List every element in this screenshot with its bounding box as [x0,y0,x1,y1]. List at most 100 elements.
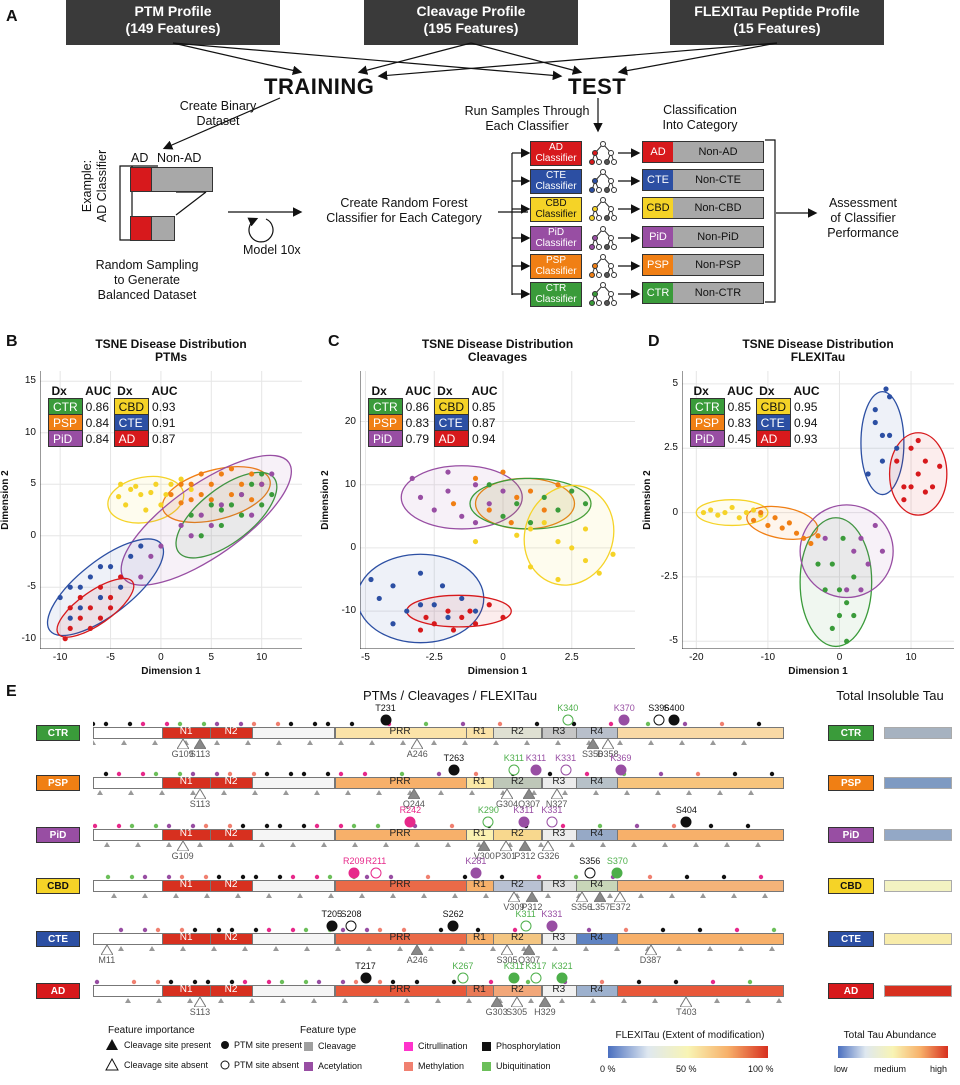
ptm-dot [353,979,359,985]
result-category: CTE [643,170,673,190]
ptm-dot [290,927,296,933]
point-cte [376,595,382,602]
ptm-dot [116,823,122,829]
y-tick-label: 0 [350,541,356,553]
point-cte [368,576,374,583]
ptm-site-circle-icon [546,816,558,828]
auc-header: Dx [371,383,387,398]
cleavage-site-icon [193,997,206,1007]
ptm-site-label: T205 [321,909,342,919]
cleavage-triangle [624,790,630,795]
point-ad [915,437,921,444]
ptm-dot [203,874,209,880]
total-row-label-psp: PSP [828,775,874,791]
point-psp [541,507,547,513]
ptm-site-label: K311 [513,805,534,815]
ellipse-ad [56,577,135,638]
cleavage-site-icon [594,892,607,902]
cleavage-site-label: D358 [596,749,619,759]
auc-value-cell: 0.86 [85,399,110,414]
domain-label-r1: R1 [472,828,486,839]
cleavage-triangle [187,998,193,1003]
point-pid [472,520,479,526]
binary-ad-block-2 [130,216,152,241]
ptm-site-label: R211 [365,856,387,866]
run-samples-text: Run Samples Through Each Classifier [464,104,590,133]
point-pid [858,587,864,593]
ptm-site-label: K331 [555,753,577,763]
ptm-dot [240,874,246,880]
ellipse-cbd [695,499,769,527]
cleavage-triangle [679,740,685,745]
point-ad [450,627,457,633]
point-cte [417,570,424,576]
cleavage-site-icon [550,789,563,799]
point-pid [238,491,245,498]
cleavage-triangle [662,842,668,847]
type-label: Acetylation [318,1061,363,1071]
ptm-dot [266,979,272,985]
ptm-dot [129,874,135,880]
ptm-dot [745,823,751,829]
domain-label-n1: N1 [179,726,193,737]
cleavage-triangle [528,998,534,1003]
ptm-site-label: K311 [503,961,525,971]
panel-e-title: PTMs / Cleavages / FLEXITau [362,688,538,703]
point-ad [922,458,928,464]
auc-dx-cell: CTE [755,414,792,431]
classification-result-psp: PSP Non-PSP [642,254,764,276]
cleavage-site-icon [523,945,536,955]
ptm-site-circle-icon [668,714,680,726]
ptm-dot [166,823,172,829]
cleavage-site-label: Q307 [518,955,541,965]
domain-label-prr: PRR [389,776,411,787]
point-psp [772,515,778,521]
domain-label-prr: PRR [389,879,411,890]
point-cbd [569,545,575,551]
cleavage-site-label: G326 [537,851,560,861]
auc-value-cell: 0.86 [405,399,430,414]
domain-label-r3: R3 [552,828,566,839]
ptm-dot [645,721,651,727]
domain-label-r3: R3 [552,726,566,737]
ptm-dot [695,771,701,777]
ptm-site-circle-icon [530,972,542,984]
point-ad [472,621,479,627]
feature-markers [93,823,761,847]
auc-header: Dx [117,383,133,398]
ptm-dot [93,721,96,727]
auc-value-cell: 0.85 [472,399,496,414]
cleavage-site-icon [490,997,503,1007]
domain-label-prr: PRR [389,828,411,839]
cleavage-triangle [397,946,403,951]
cleavage-site-label: L357 [590,902,611,912]
cleavage-triangle [621,998,627,1003]
ptm-site-circle-icon [470,867,482,879]
cleavage-triangle [569,842,575,847]
result-non-category: Non-PSP [673,255,763,275]
ptm-dot [201,721,207,727]
ptm-dot [325,721,331,727]
auc-value-cell: 0.45 [727,431,752,446]
point-ctr [238,512,245,518]
ellipse-cbd [107,475,185,524]
result-non-category: Non-CBD [673,198,763,218]
ptm-dot [719,721,725,727]
ptm-dot [164,721,170,727]
ellipse-cte [860,390,905,496]
point-cte [107,564,114,570]
ptm-dot [277,874,283,880]
cleavage-triangle [204,893,210,898]
cleavage-profile-box: Cleavage Profile (195 Features) [364,0,578,45]
ptm-site-label: S370 [606,856,628,866]
ptm-dot [205,979,211,985]
point-cte [97,564,104,570]
ptm-site-circle-icon [404,816,416,828]
auc-dx-cell: PSP [48,414,83,431]
cleavage-triangle [328,893,334,898]
ptm-dot [229,927,235,933]
auc-table: Dx AUC Dx AUC CTR 0.86 CBD 0.93 PSP 0.84 CTE 0.91 Pi… [48,383,182,447]
classification-result-ctr: CTR Non-CTR [642,282,764,304]
point-psp [178,500,184,506]
cleavage-triangle [521,946,527,951]
